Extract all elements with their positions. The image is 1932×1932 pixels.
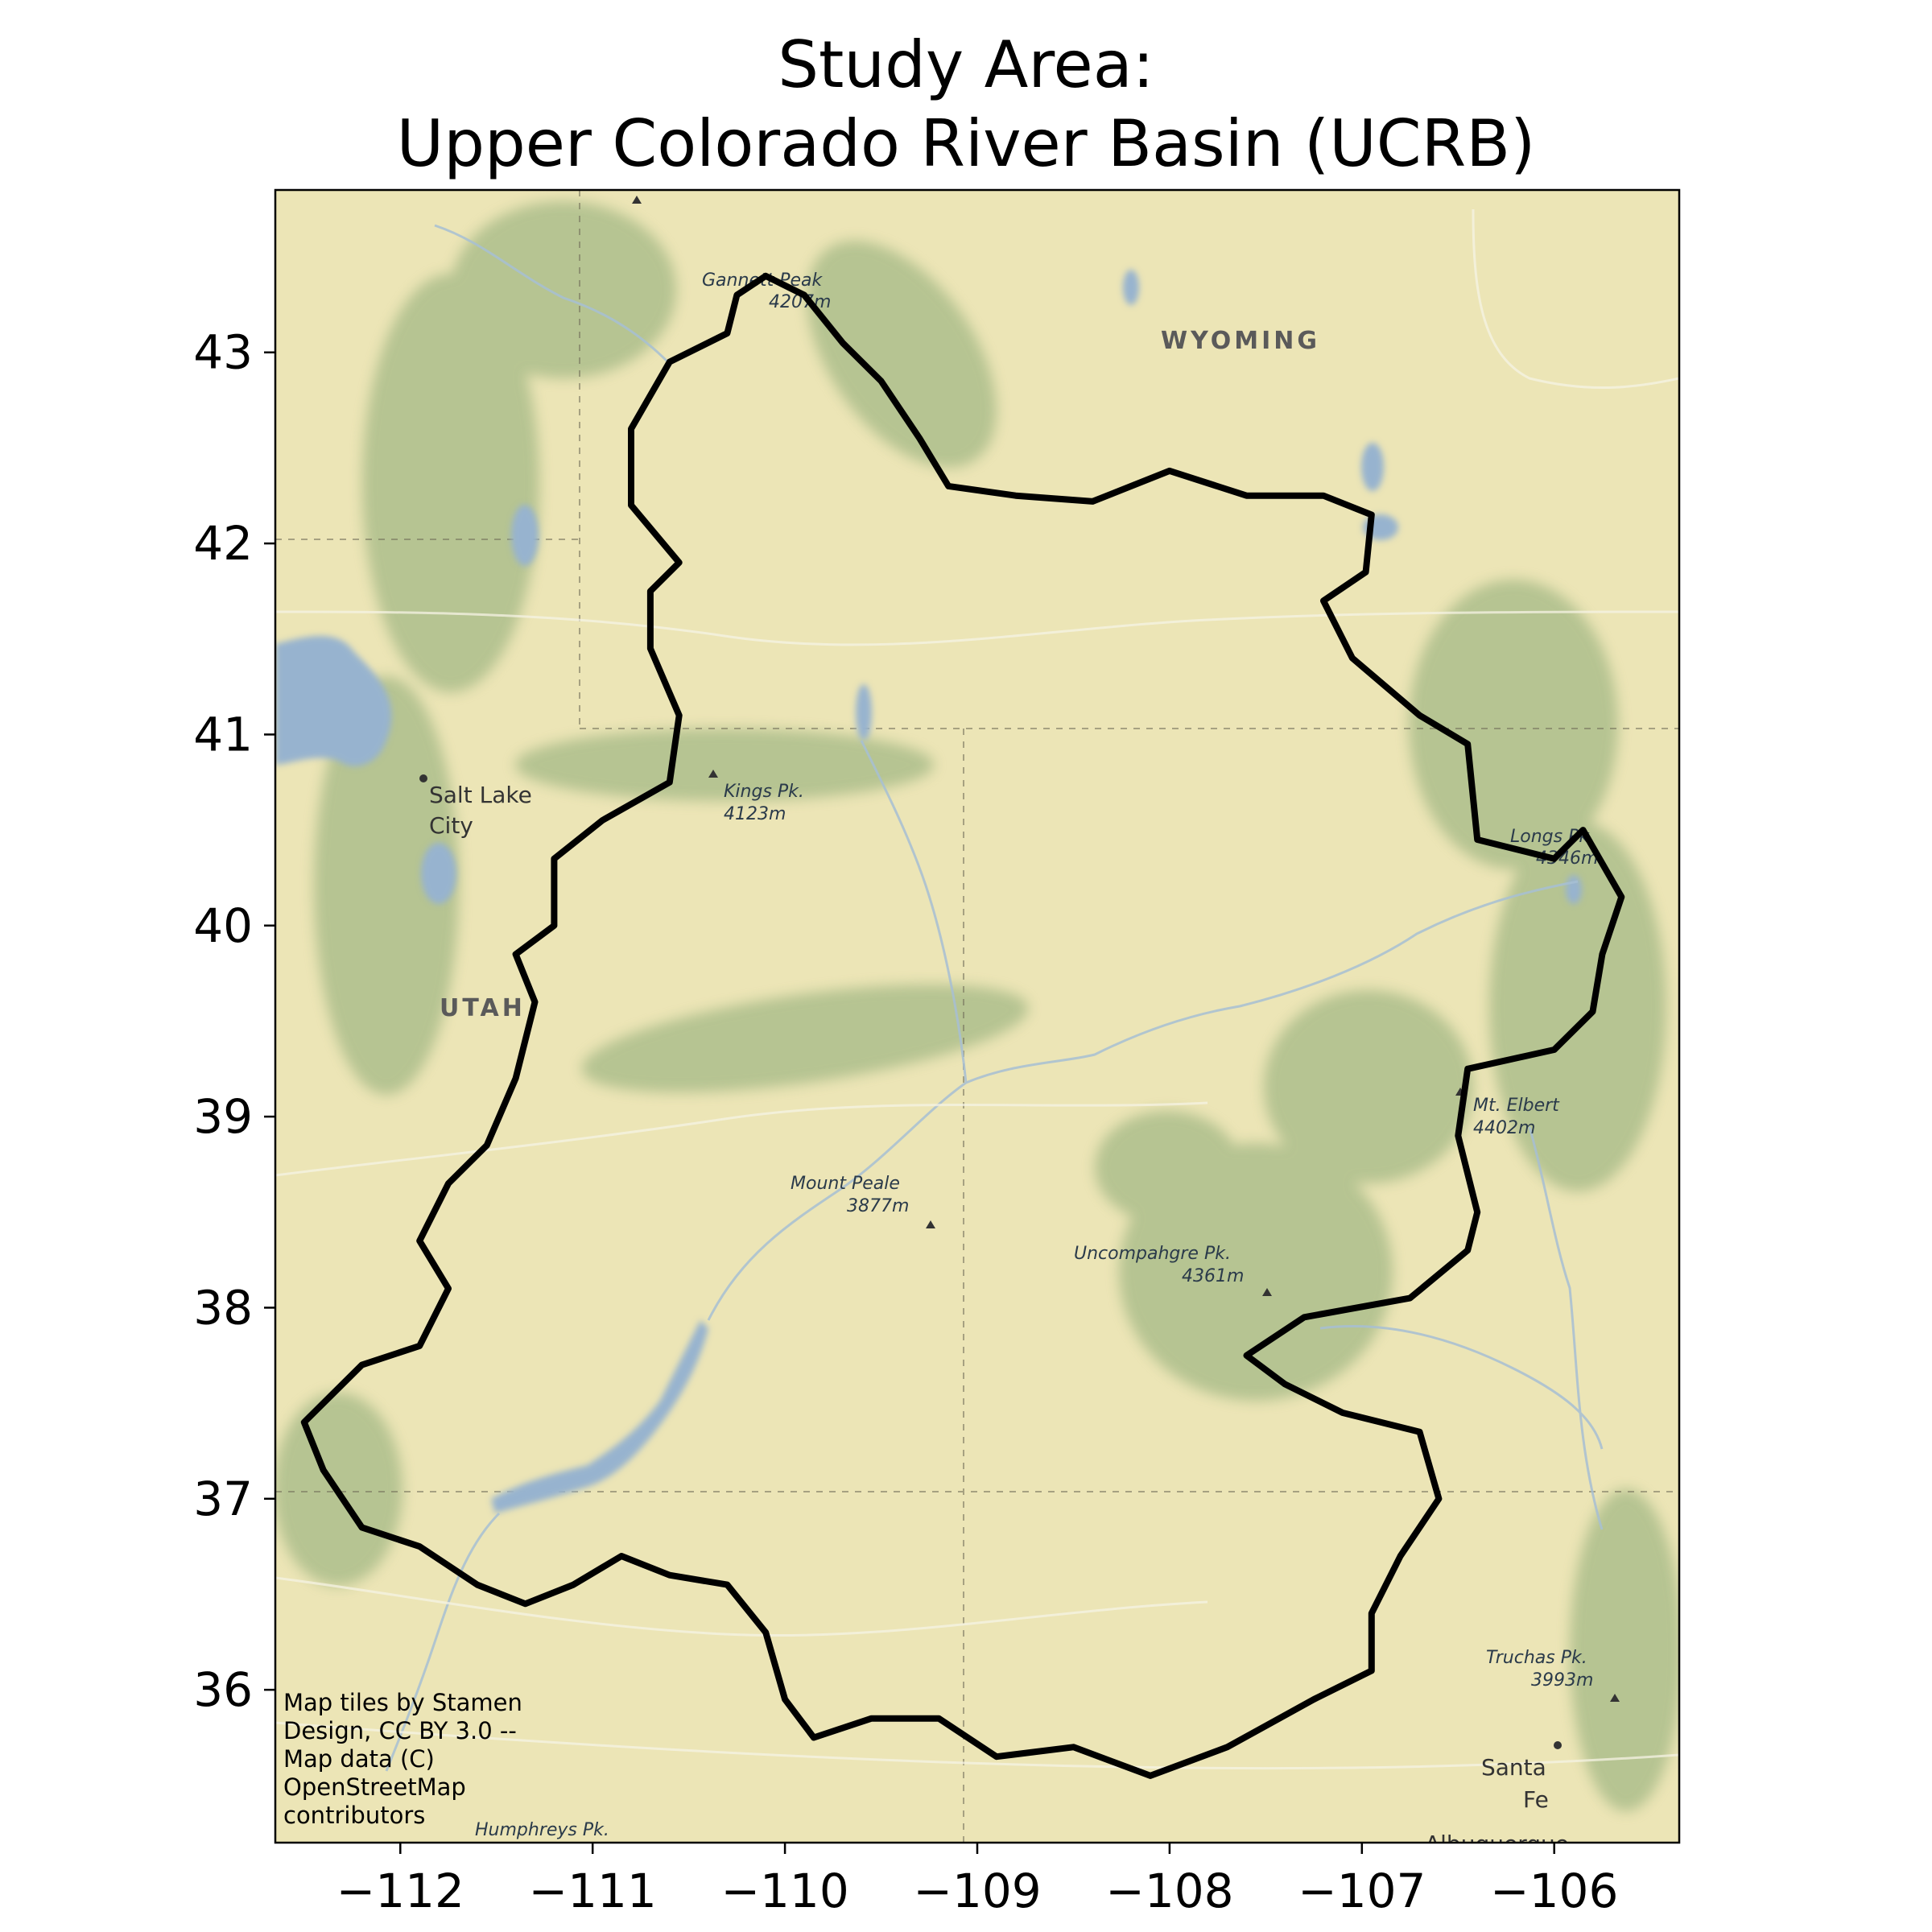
roads xyxy=(275,208,1679,1770)
city-santa-fe: Santa Fe xyxy=(1481,1741,1562,1813)
peak-peale: Mount Peale 3877m xyxy=(791,1174,935,1228)
peak-kings: Kings Pk. 4123m xyxy=(708,770,804,824)
city-salt-lake-city: Salt Lake City xyxy=(419,774,532,839)
peak-label-elevation: 3993m xyxy=(1531,1670,1593,1690)
y-tick-label: 39 xyxy=(193,1089,253,1144)
x-tick-label: −109 xyxy=(913,1864,1041,1918)
peak-label-elevation: 4123m xyxy=(724,804,786,824)
attribution-line-5: contributors xyxy=(283,1802,425,1829)
peak-uncompahgre: Uncompahgre Pk. 4361m xyxy=(1074,1244,1272,1296)
peak-marker-icon xyxy=(1262,1288,1272,1296)
city-label-salt-lake-2: City xyxy=(429,812,473,839)
y-tick-label: 41 xyxy=(193,707,253,762)
attribution-line-1: Map tiles by Stamen xyxy=(283,1689,522,1716)
flaming-gorge xyxy=(856,684,872,741)
peak-elbert: Mt. Elbert 4402m xyxy=(1455,1088,1560,1138)
city-label-santa: Santa xyxy=(1481,1754,1546,1781)
basemap: WYOMING UTAH Salt Lake City Gannett Peak… xyxy=(275,190,1679,1857)
peak-label-name: Kings Pk. xyxy=(724,782,804,802)
pathfinder-reservoir xyxy=(1361,443,1384,491)
state-label-wyoming: WYOMING xyxy=(1161,327,1320,355)
attribution-line-4: OpenStreetMap xyxy=(283,1773,466,1801)
map-title-line-2: Upper Colorado River Basin (UCRB) xyxy=(397,106,1536,181)
peak-label-elevation: 3877m xyxy=(847,1196,909,1216)
utah-lake xyxy=(421,843,456,904)
peak-label-elevation: 4361m xyxy=(1182,1266,1244,1286)
y-axis-ticks: 36 37 38 39 40 41 42 43 xyxy=(193,325,275,1717)
city-marker xyxy=(419,774,427,782)
peak-truchas: Truchas Pk. 3993m xyxy=(1486,1648,1620,1702)
lake-powell xyxy=(491,1320,708,1513)
city-label-salt-lake-1: Salt Lake xyxy=(429,782,532,808)
y-tick-label: 36 xyxy=(193,1662,253,1717)
peak-marker-icon xyxy=(632,196,642,204)
water-bodies xyxy=(275,270,1582,1513)
terrain-shading xyxy=(275,201,1679,1811)
y-tick-label: 40 xyxy=(193,898,253,953)
peak-gannett: Gannett Peak 4207m xyxy=(632,196,831,312)
map-attribution: Map tiles by Stamen Design, CC BY 3.0 --… xyxy=(283,1689,522,1829)
city-marker xyxy=(1554,1741,1562,1749)
peak-label-name: Mount Peale xyxy=(791,1174,900,1194)
bear-lake xyxy=(511,505,539,566)
y-tick-label: 43 xyxy=(193,325,253,380)
x-tick-label: −111 xyxy=(529,1864,657,1918)
x-axis-ticks: −112 −111 −110 −109 −108 −107 −106 xyxy=(336,1843,1618,1918)
x-tick-label: −107 xyxy=(1298,1864,1426,1918)
attribution-line-3: Map data (C) xyxy=(283,1745,435,1773)
x-tick-label: −108 xyxy=(1105,1864,1233,1918)
y-tick-label: 38 xyxy=(193,1280,253,1335)
city-label-fe: Fe xyxy=(1523,1786,1549,1813)
city-label-albuquerque: Albuquerque xyxy=(1425,1831,1569,1857)
lake-granby xyxy=(1566,875,1582,904)
peak-label-humphreys: Humphreys Pk. xyxy=(475,1820,609,1840)
rivers xyxy=(385,224,1604,1772)
x-tick-label: −112 xyxy=(336,1864,464,1918)
great-salt-lake xyxy=(275,636,392,766)
attribution-line-2: Design, CC BY 3.0 -- xyxy=(283,1717,517,1744)
ucrb-basin-boundary xyxy=(300,272,1625,1779)
y-tick-label: 37 xyxy=(193,1472,253,1526)
x-tick-label: −106 xyxy=(1490,1864,1618,1918)
peak-label-elevation: 4402m xyxy=(1473,1118,1535,1138)
x-tick-label: −110 xyxy=(720,1864,848,1918)
peak-marker-icon xyxy=(926,1220,935,1228)
peak-label-name: Mt. Elbert xyxy=(1473,1096,1560,1116)
peak-label-name: Truchas Pk. xyxy=(1486,1648,1587,1668)
state-label-utah: UTAH xyxy=(440,994,526,1022)
peak-label-name: Uncompahgre Pk. xyxy=(1074,1244,1231,1264)
y-tick-label: 42 xyxy=(193,516,253,571)
peak-marker-icon xyxy=(708,770,718,778)
fremont-lake xyxy=(1123,270,1139,305)
map-title-line-1: Study Area: xyxy=(778,27,1154,102)
peak-marker-icon xyxy=(1610,1694,1620,1702)
